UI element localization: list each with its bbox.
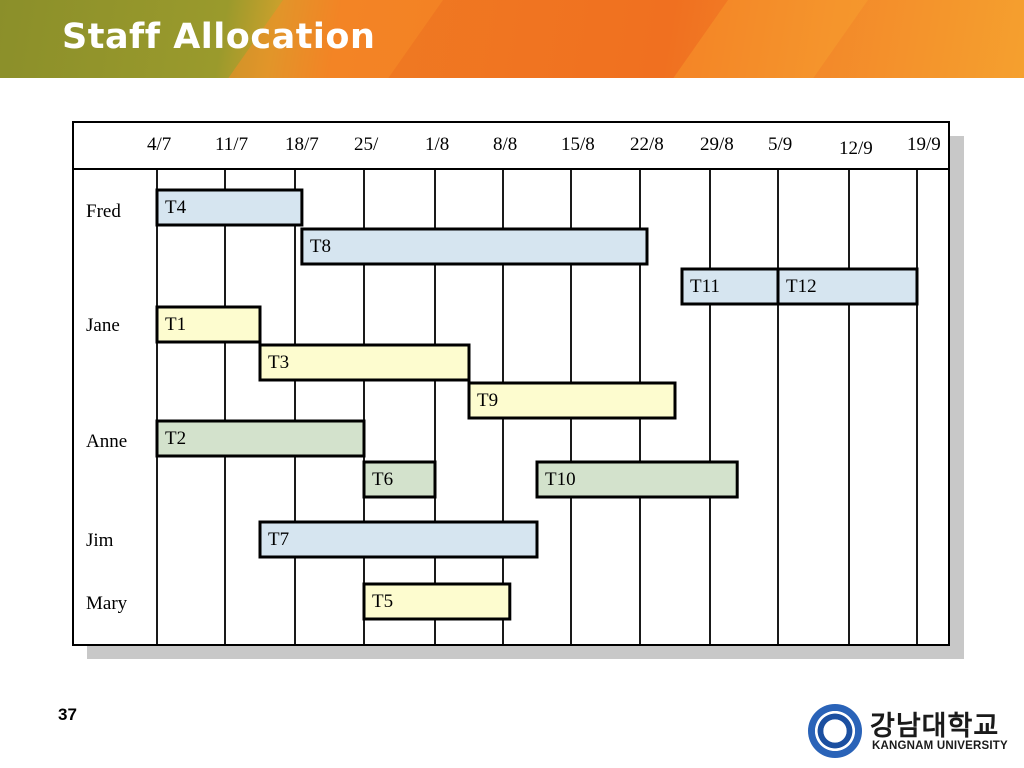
task-label-t2: T2 <box>165 428 186 449</box>
date-header-1: 11/7 <box>215 134 248 155</box>
title-banner: Staff Allocation <box>0 0 1024 78</box>
date-header-11: 19/9 <box>907 134 941 155</box>
task-bar-t3 <box>258 343 471 382</box>
staff-name-fred: Fred <box>86 201 121 222</box>
university-seal-icon <box>808 704 862 758</box>
task-bar-t5 <box>362 582 512 621</box>
task-bar-t8 <box>300 227 649 266</box>
date-header-2: 18/7 <box>285 134 319 155</box>
university-logo: 강남대학교 KANGNAM UNIVERSITY <box>808 704 1008 762</box>
banner-stripe <box>657 0 883 78</box>
date-header-3: 25/ <box>354 134 379 155</box>
date-header-4: 1/8 <box>425 134 449 155</box>
gantt-svg: 4/7 11/7 18/7 25/1/8 8/8 15/8 22/8 29/8 5/9 12/9 1… <box>74 134 948 644</box>
task-label-t11: T11 <box>690 276 720 297</box>
staff-allocation-chart: 4/7 11/7 18/7 25/1/8 8/8 15/8 22/8 29/8 5/9 12/9 1… <box>72 121 950 646</box>
task-label-t3: T3 <box>268 352 289 373</box>
date-header-8: 29/8 <box>700 134 734 155</box>
date-header-9: 5/9 <box>768 134 792 155</box>
task-bar-t2 <box>155 419 366 458</box>
task-label-t12: T12 <box>786 276 817 297</box>
date-header-5: 8/8 <box>493 134 517 155</box>
task-label-t10: T10 <box>545 469 576 490</box>
task-bar-t10 <box>535 460 739 499</box>
staff-name-jane: Jane <box>86 315 120 336</box>
date-header-0: 4/7 <box>147 134 171 155</box>
logo-english-name: KANGNAM UNIVERSITY <box>872 740 1008 752</box>
task-bar-t9 <box>467 381 677 420</box>
task-bar-t6 <box>362 460 437 499</box>
task-label-t7: T7 <box>268 529 289 550</box>
task-label-t9: T9 <box>477 390 498 411</box>
staff-name-anne: Anne <box>86 431 127 452</box>
date-header-7: 22/8 <box>630 134 664 155</box>
task-label-t1: T1 <box>165 314 186 335</box>
task-label-t8: T8 <box>310 236 331 257</box>
task-bar-t11 <box>680 267 780 306</box>
task-bar-t1 <box>155 305 262 344</box>
logo-korean-name: 강남대학교 <box>870 711 1000 742</box>
task-label-t6: T6 <box>372 469 393 490</box>
page-number: 37 <box>58 705 77 724</box>
task-bar-t12 <box>776 267 919 306</box>
slide-title: Staff Allocation <box>62 17 376 57</box>
task-label-t5: T5 <box>372 591 393 612</box>
date-header-10: 12/9 <box>839 138 873 159</box>
staff-name-jim: Jim <box>86 530 114 551</box>
date-header-6: 15/8 <box>561 134 595 155</box>
task-label-t4: T4 <box>165 197 187 218</box>
task-bar-t4 <box>155 188 304 227</box>
staff-name-mary: Mary <box>86 593 128 614</box>
task-bar-t7 <box>258 520 539 559</box>
